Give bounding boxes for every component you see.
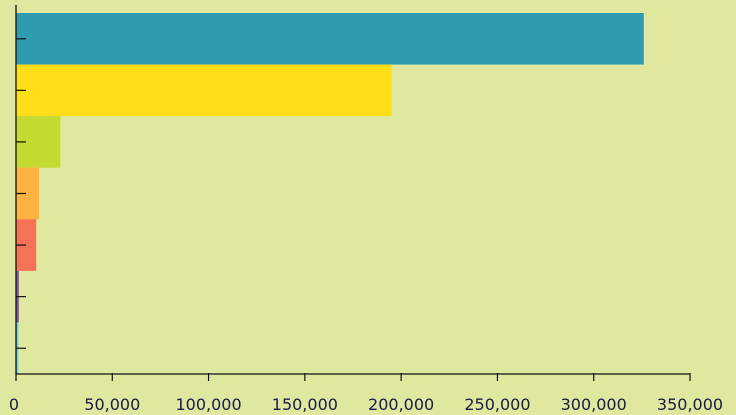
x-tick-label-6: 250,000 xyxy=(464,395,530,414)
bar-1 xyxy=(16,13,644,65)
x-tick-label-8: 350,000 xyxy=(657,395,723,414)
bars-group xyxy=(16,13,644,374)
x-tick-label-5: 200,000 xyxy=(368,395,434,414)
x-tick-label-4: 150,000 xyxy=(272,395,338,414)
x-tick-label-1: 0 xyxy=(9,395,19,414)
bar-5 xyxy=(16,219,37,271)
x-tick-label-3: 100,000 xyxy=(175,395,241,414)
x-ticks-group: 0 50,000 100,000 150,000 200,000 250,000 300,0… xyxy=(9,373,723,414)
bar-4 xyxy=(16,167,40,220)
x-tick-label-7: 300,000 xyxy=(561,395,627,414)
x-tick-label-2: 50,000 xyxy=(84,395,140,414)
y-ticks-group xyxy=(16,38,26,349)
bar-2 xyxy=(16,64,392,117)
